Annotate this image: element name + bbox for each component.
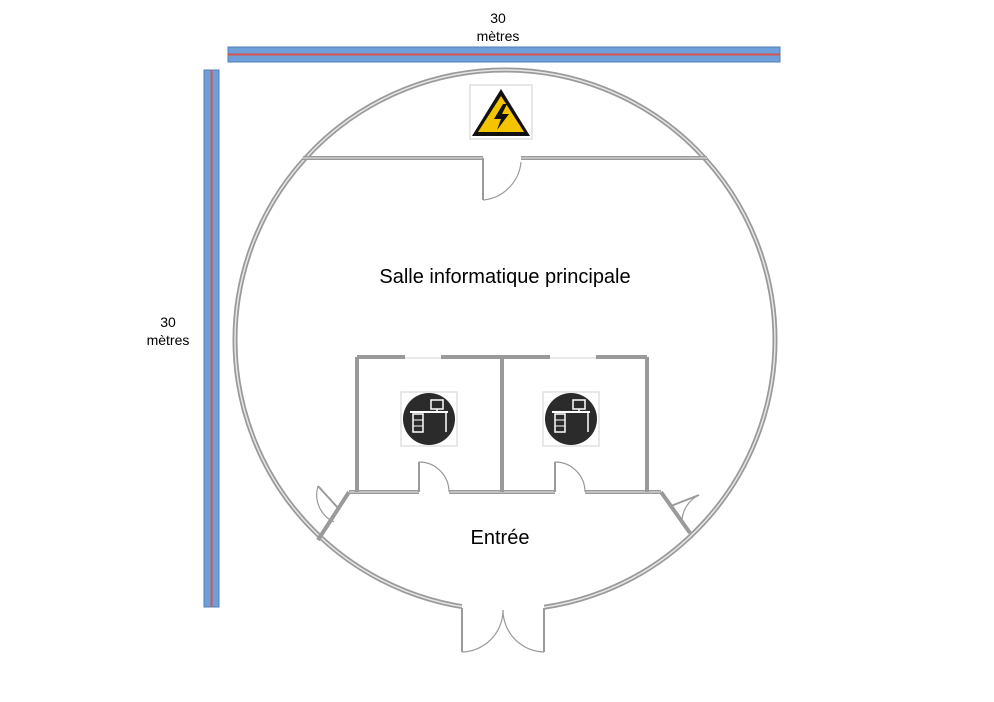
- left-dimension-unit: mètres: [146, 332, 190, 348]
- office-1-walls: [355, 355, 504, 496]
- left-dimension-value: 30: [160, 314, 176, 330]
- right-hall-door[interactable]: [670, 494, 700, 523]
- entrance-hall-angled-wall-right: [659, 490, 692, 535]
- top-dimension-label: 30 mètres: [470, 9, 526, 45]
- office-2-walls: [502, 355, 649, 496]
- top-dimension-unit: mètres: [476, 28, 520, 44]
- office-2-door[interactable]: [554, 461, 586, 493]
- entrance-hall-angled-wall-left: [316, 490, 351, 542]
- high-voltage-warning-icon: [469, 84, 533, 140]
- main-entrance-door[interactable]: [461, 608, 545, 653]
- left-hall-door[interactable]: [316, 485, 339, 523]
- scale-bar-top: [227, 46, 781, 63]
- outer-wall: [232, 67, 778, 618]
- scale-bar-left: [203, 69, 220, 608]
- main-room-label: Salle informatique principale: [379, 266, 631, 288]
- left-dimension-label: 30 mètres: [138, 313, 198, 349]
- office-1-door[interactable]: [418, 461, 450, 493]
- electrical-room-wall: [303, 154, 707, 162]
- electrical-room-door[interactable]: [482, 158, 522, 201]
- top-dimension-value: 30: [490, 10, 506, 26]
- computer-desk-icon: [400, 391, 458, 447]
- entrance-label: Entrée: [470, 527, 530, 549]
- computer-desk-icon: [542, 391, 600, 447]
